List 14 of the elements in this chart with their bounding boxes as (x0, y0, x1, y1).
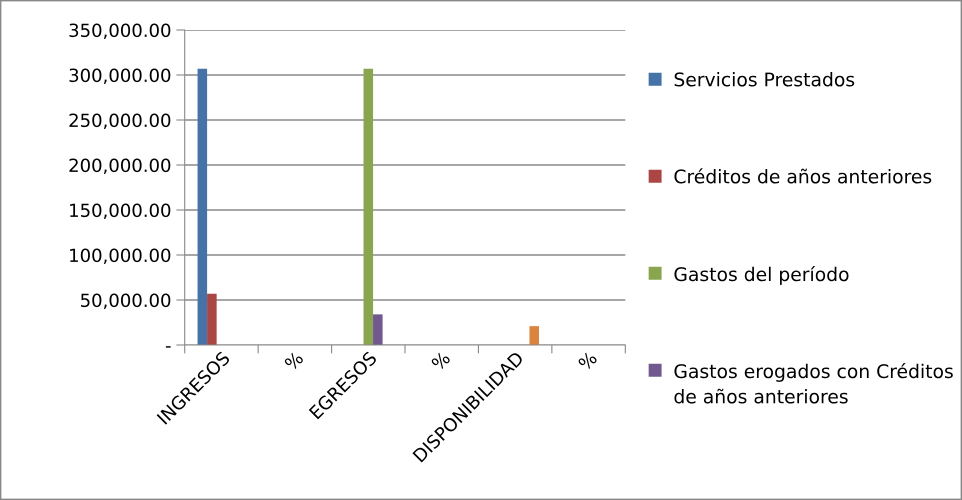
y-tick-label: 150,000.00 (70, 203, 170, 219)
y-tick-label: 250,000.00 (69, 113, 170, 129)
legend-label: Gastos del período (674, 266, 849, 285)
y-tick-label: 50,000.00 (81, 293, 170, 309)
legend-label: Créditos de años anteriores (674, 168, 932, 184)
legend-label: Servicios Prestados (674, 72, 854, 87)
y-tick-label: - (166, 346, 171, 348)
y-tick-label: 300,000.00 (70, 68, 170, 84)
legend-label: Gastos erogados con Créditos de años anteriores (674, 363, 953, 404)
x-tick-label: % (577, 350, 598, 372)
x-tick-label: % (284, 350, 304, 372)
y-tick-label: 100,000.00 (70, 248, 170, 264)
y-tick-label: 350,000.00 (70, 23, 170, 39)
y-tick-label: 200,000.00 (69, 158, 170, 174)
